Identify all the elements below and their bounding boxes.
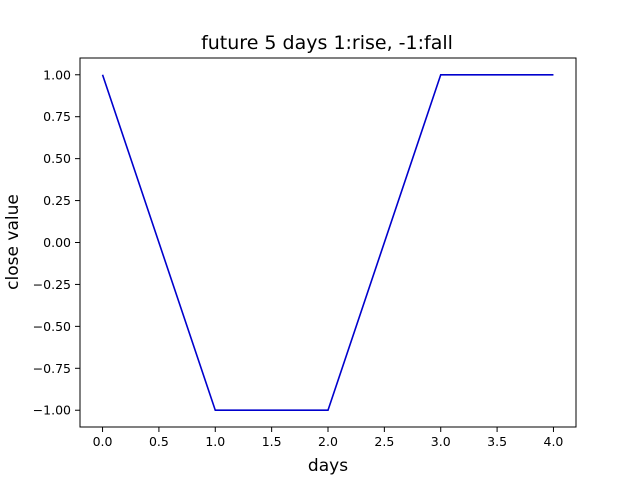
y-tick-label: −0.25 xyxy=(33,277,71,292)
plot-area: 0.0 0.5 1.0 1.5 2.0 2.5 3.0 3.5 4.0 1.00 0.75 0.50… xyxy=(33,57,577,449)
x-axis-label: days xyxy=(308,456,348,476)
axes-frame xyxy=(79,57,577,428)
y-tick-label: 0.00 xyxy=(43,235,71,250)
y-axis: 1.00 0.75 0.50 0.25 0.00 −0.25 −0.50 −0.75 −1.00 xyxy=(33,67,80,418)
chart-title: future 5 days 1:rise, -1:fall xyxy=(201,32,453,54)
y-tick-label: −1.00 xyxy=(33,403,71,418)
y-tick-label: 1.00 xyxy=(43,67,71,82)
y-tick-label: 0.50 xyxy=(43,151,71,166)
y-tick-label: 0.75 xyxy=(43,109,71,124)
x-tick-label: 1.0 xyxy=(205,434,225,449)
x-tick-label: 2.5 xyxy=(374,434,394,449)
x-tick-label: 1.5 xyxy=(262,434,282,449)
series-line xyxy=(101,73,554,412)
y-tick-label: 0.25 xyxy=(43,193,71,208)
y-axis-label: close value xyxy=(3,194,23,290)
y-tick-label: −0.50 xyxy=(33,319,71,334)
x-tick-label: 2.0 xyxy=(318,434,338,449)
x-axis: 0.0 0.5 1.0 1.5 2.0 2.5 3.0 3.5 4.0 xyxy=(93,427,564,449)
x-tick-label: 3.0 xyxy=(431,434,451,449)
x-tick-label: 4.0 xyxy=(544,434,564,449)
y-tick-label: −0.75 xyxy=(33,361,71,376)
x-tick-label: 0.0 xyxy=(93,434,113,449)
series-layer xyxy=(101,73,554,412)
x-tick-label: 0.5 xyxy=(149,434,169,449)
x-tick-label: 3.5 xyxy=(487,434,507,449)
